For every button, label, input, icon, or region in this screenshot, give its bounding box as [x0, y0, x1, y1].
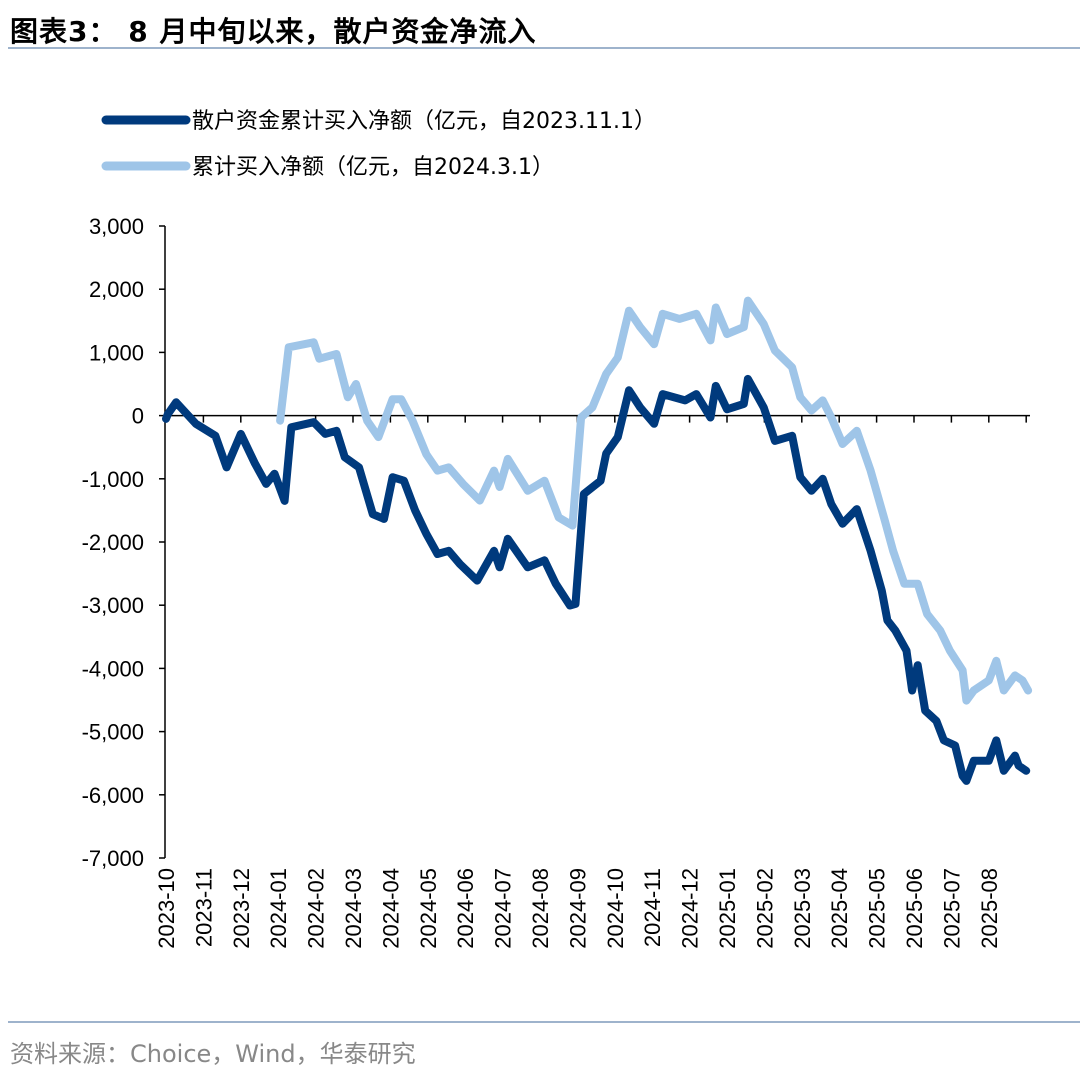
series-line-cumulative-since-2024	[276, 296, 1033, 705]
y-tick-label: 0	[132, 404, 144, 429]
source-note: 资料来源：Choice，Wind，华泰研究	[10, 1040, 416, 1068]
x-tick-label: 2025-01	[715, 868, 740, 949]
source-divider	[8, 1021, 1080, 1023]
x-tick-label: 2025-08	[977, 868, 1002, 949]
x-tick-label: 2023-10	[154, 868, 179, 949]
x-tick-label: 2024-08	[528, 868, 553, 949]
y-tick-label: -2,000	[82, 530, 144, 555]
legend-label: 散户资金累计买入净额（亿元，自2023.11.1）	[192, 109, 656, 134]
y-tick-label: -6,000	[82, 783, 144, 808]
x-tick-label: 2025-03	[790, 868, 815, 949]
x-tick-label: 2024-09	[565, 868, 590, 949]
x-tick-label: 2024-10	[603, 868, 628, 949]
chart-title: 图表3： 8 月中旬以来，散户资金净流入	[10, 15, 537, 48]
y-tick-label: 3,000	[89, 214, 144, 239]
x-tick-label: 2025-04	[827, 868, 852, 949]
x-tick-label: 2025-07	[939, 868, 964, 949]
y-tick-label: -4,000	[82, 656, 144, 681]
y-tick-label: 2,000	[89, 277, 144, 302]
legend-label: 累计买入净额（亿元，自2024.3.1）	[192, 155, 554, 180]
x-tick-label: 2024-02	[304, 868, 329, 949]
y-tick-label: -3,000	[82, 593, 144, 618]
x-tick-label: 2023-11	[191, 868, 216, 947]
legend: 散户资金累计买入净额（亿元，自2023.11.1） 累计买入净额（亿元，自2024…	[101, 109, 656, 180]
series-group	[162, 296, 1033, 785]
x-tick-label: 2024-05	[416, 868, 441, 949]
x-tick-label: 2024-12	[678, 868, 703, 949]
x-tick-label: 2025-06	[902, 868, 927, 949]
x-tick-label: 2024-04	[378, 868, 403, 949]
y-tick-label: -5,000	[82, 720, 144, 745]
x-tick-label: 2024-06	[453, 868, 478, 949]
x-tick-label: 2024-07	[491, 868, 516, 949]
axes: 3,000 2,000 1,000 0 -1,000 -2,000 -3,000 -4,000…	[82, 214, 1030, 949]
x-tick-label: 2024-11	[640, 868, 665, 947]
x-tick-label: 2025-02	[752, 868, 777, 949]
title-divider	[8, 47, 1080, 49]
y-tick-label: -7,000	[82, 846, 144, 871]
x-tick-label: 2024-01	[266, 868, 291, 949]
y-tick-label: 1,000	[89, 340, 144, 365]
x-tick-label: 2024-03	[341, 868, 366, 949]
y-tick-label: -1,000	[82, 467, 144, 492]
series-line-retail-cumulative	[162, 374, 1031, 785]
x-tick-label: 2023-12	[229, 868, 254, 949]
x-tick-label: 2025-05	[865, 868, 890, 949]
